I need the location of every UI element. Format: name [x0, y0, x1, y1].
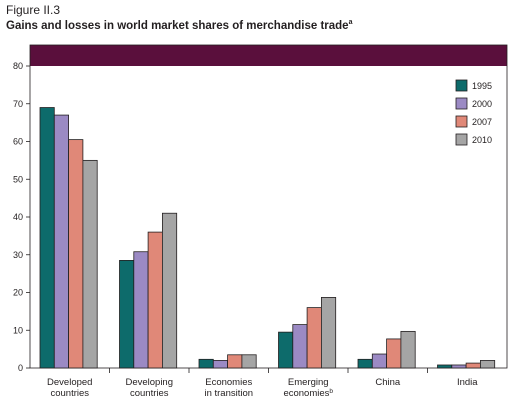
bar [68, 139, 84, 369]
legend-label: 1995 [472, 81, 492, 91]
chart-header-band [30, 45, 507, 66]
legend-label: 2010 [472, 135, 492, 145]
x-category-label: Developing countries [125, 377, 173, 399]
bar [53, 114, 69, 369]
bar [133, 251, 149, 369]
bar [292, 324, 308, 369]
bar [198, 358, 214, 369]
legend-label: 2007 [472, 117, 492, 127]
bar [161, 212, 178, 369]
legend-swatch [455, 79, 468, 92]
legend-swatch [455, 115, 468, 128]
y-tick-label: 30 [13, 250, 23, 260]
figure-label: Figure II.3 [6, 3, 61, 17]
x-category-label: Developed countries [47, 377, 92, 399]
bar [147, 231, 163, 369]
x-category-label: India [457, 377, 478, 388]
y-tick-label: 80 [13, 61, 23, 71]
bar [479, 360, 496, 369]
legend-swatch [455, 97, 468, 110]
y-tick-label: 10 [13, 325, 23, 335]
bar [306, 307, 322, 369]
legend-swatch [455, 133, 468, 146]
bar [119, 260, 135, 369]
chart-title-text: Gains and losses in world market shares … [6, 19, 349, 32]
y-tick-label: 70 [13, 99, 23, 109]
bar [212, 360, 229, 369]
y-tick-label: 60 [13, 137, 23, 147]
bar [320, 297, 337, 369]
bar [278, 331, 294, 369]
bar [386, 338, 402, 369]
bar [465, 362, 481, 369]
x-category-label: Emerging economiesb [283, 377, 333, 399]
bar [241, 354, 257, 369]
bar [227, 354, 243, 369]
bar [357, 358, 373, 369]
y-tick-label: 20 [13, 288, 23, 298]
chart-title: Gains and losses in world market shares … [6, 19, 352, 32]
x-category-label: Economies in transition [204, 377, 253, 399]
x-category-label: China [375, 377, 401, 388]
y-tick-label: 40 [13, 212, 23, 222]
bar [371, 353, 387, 369]
bar [82, 159, 98, 369]
bar [400, 330, 416, 369]
y-tick-label: 0 [18, 363, 23, 373]
bar [39, 107, 55, 369]
y-tick-label: 50 [13, 174, 23, 184]
bar [437, 364, 453, 369]
bar [451, 364, 467, 369]
plot-frame [29, 44, 508, 369]
chart-title-footnote-marker: a [348, 19, 353, 26]
legend-label: 2000 [472, 99, 492, 109]
